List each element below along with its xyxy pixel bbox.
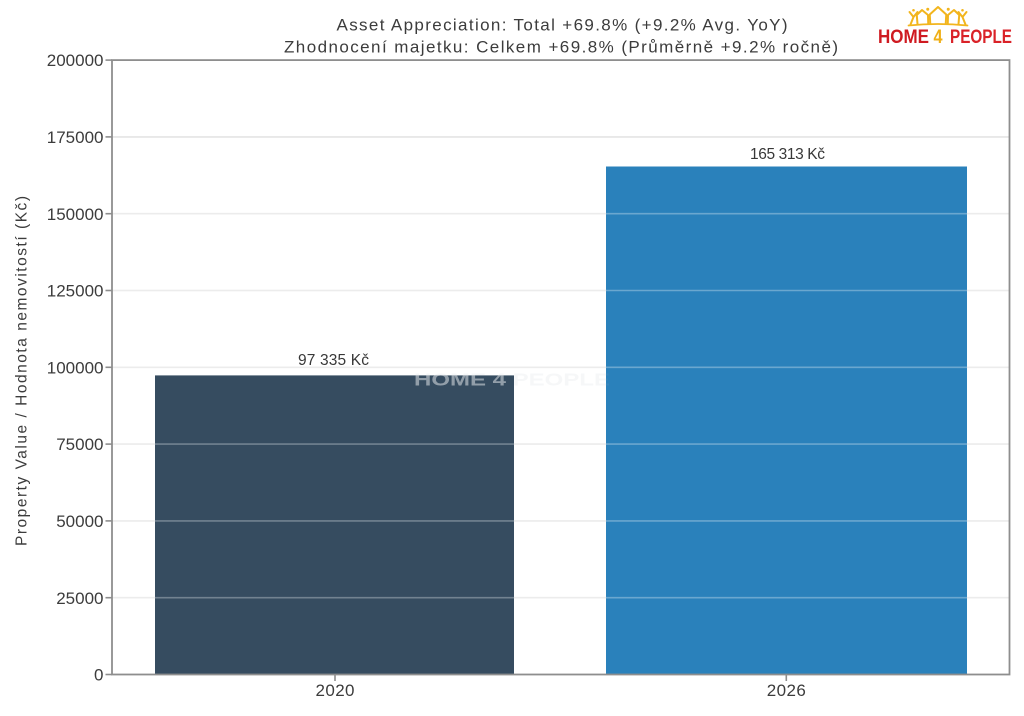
svg-text:75000: 75000 bbox=[56, 435, 103, 454]
svg-text:200000: 200000 bbox=[47, 51, 104, 70]
svg-text:97 335 Kč: 97 335 Kč bbox=[298, 352, 369, 369]
svg-text:4: 4 bbox=[934, 27, 943, 48]
svg-text:2020: 2020 bbox=[316, 681, 355, 700]
svg-text:50000: 50000 bbox=[56, 512, 103, 531]
svg-text:Zhodnocení majetku: Celkem +69: Zhodnocení majetku: Celkem +69.8% (Průmě… bbox=[284, 38, 838, 57]
svg-text:HOME 4 PEOPLE: HOME 4 PEOPLE bbox=[414, 370, 610, 390]
svg-text:25000: 25000 bbox=[56, 589, 103, 608]
svg-text:HOME: HOME bbox=[878, 27, 929, 48]
svg-text:125000: 125000 bbox=[47, 282, 104, 301]
svg-text:100000: 100000 bbox=[47, 358, 104, 377]
svg-text:Asset Appreciation: Total +69.: Asset Appreciation: Total +69.8% (+9.2% … bbox=[337, 16, 788, 35]
svg-text:175000: 175000 bbox=[47, 128, 104, 147]
svg-text:165 313 Kč: 165 313 Kč bbox=[750, 146, 825, 163]
svg-text:Property Value / Hodnota nemov: Property Value / Hodnota nemovitostí (Kč… bbox=[14, 196, 31, 546]
svg-text:HOME 4 PEOPLE: HOME 4 PEOPLE bbox=[414, 370, 610, 390]
svg-text:PEOPLE: PEOPLE bbox=[950, 27, 1012, 48]
svg-text:2026: 2026 bbox=[767, 681, 806, 700]
svg-text:150000: 150000 bbox=[47, 205, 104, 224]
svg-text:0: 0 bbox=[94, 666, 103, 685]
